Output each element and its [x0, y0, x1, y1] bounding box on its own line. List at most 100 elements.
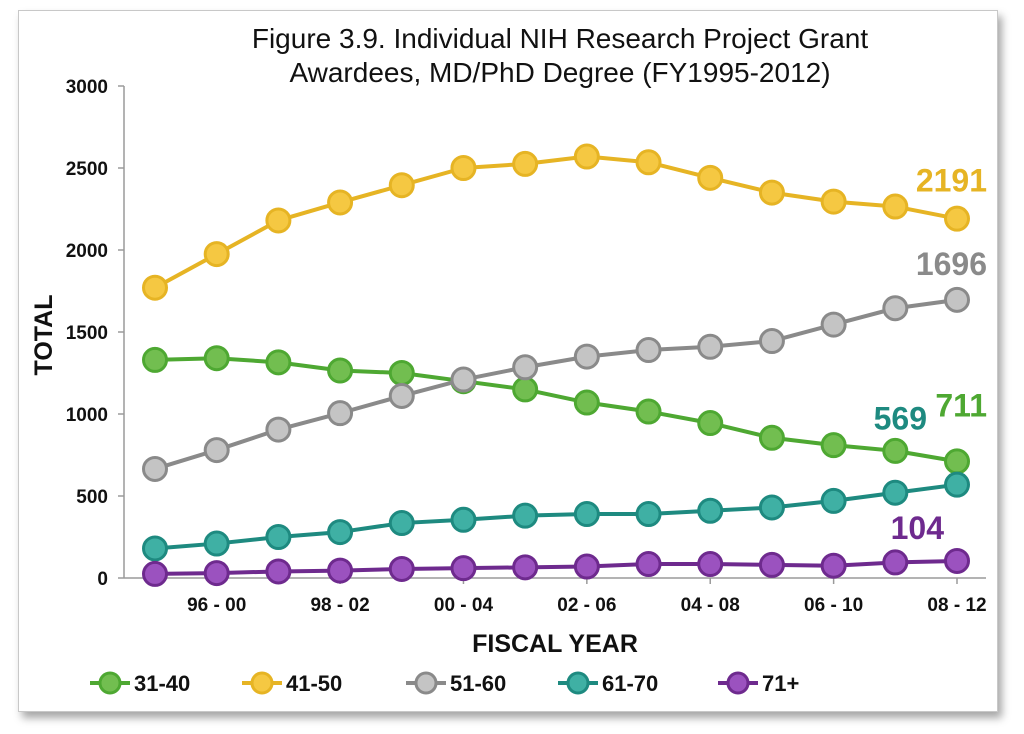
data-point: [388, 360, 415, 386]
data-point: [265, 558, 292, 585]
end-label-51-60: 1696: [916, 246, 987, 282]
data-point: [697, 333, 724, 360]
data-point: [450, 555, 477, 582]
legend-item-51-60: 51-60: [406, 671, 506, 696]
x-tick-label: 00 - 04: [434, 595, 494, 616]
x-tick-label: 96 - 00: [187, 595, 246, 616]
data-point: [203, 437, 230, 464]
data-point: [203, 560, 230, 587]
data-point: [265, 207, 292, 234]
legend-label: 61-70: [602, 671, 658, 696]
legend-item-41-50: 41-50: [242, 671, 342, 696]
data-point: [142, 455, 168, 482]
end-label-71+: 104: [891, 510, 945, 546]
data-point: [635, 149, 662, 176]
data-point: [573, 553, 600, 580]
data-point: [388, 382, 415, 409]
data-point: [142, 346, 168, 373]
data-point: [327, 400, 354, 427]
legend-marker: [250, 671, 274, 695]
data-point: [142, 560, 168, 587]
data-point: [944, 547, 970, 574]
data-point: [697, 551, 724, 578]
data-point: [512, 502, 539, 529]
data-point: [758, 494, 785, 521]
y-tick-label: 1000: [66, 405, 108, 426]
data-point: [944, 205, 970, 232]
series-31-40: [142, 345, 970, 475]
data-point: [327, 189, 354, 216]
title-line: Figure 3.9. Individual NIH Research Proj…: [252, 23, 868, 54]
data-point: [820, 487, 847, 514]
x-tick-label: 06 - 10: [804, 595, 863, 616]
x-axis-label: FISCAL YEAR: [472, 630, 638, 658]
legend-marker: [566, 671, 590, 695]
data-point: [327, 519, 354, 546]
data-point: [758, 551, 785, 578]
end-label-61-70: 569: [874, 401, 927, 437]
series-51-60: [142, 286, 970, 482]
legend-label: 31-40: [134, 671, 190, 696]
legend: 31-40 41-50 51-60 61-70 71+: [90, 671, 799, 696]
legend-label: 71+: [762, 671, 799, 696]
data-point: [512, 150, 539, 177]
legend-marker: [414, 671, 438, 695]
data-point: [573, 389, 600, 416]
legend-item-61-70: 61-70: [558, 671, 658, 696]
data-point: [142, 535, 168, 562]
series-41-50: [142, 143, 970, 301]
legend-marker: [98, 671, 122, 695]
data-point: [573, 343, 600, 370]
data-point: [573, 501, 600, 528]
legend-label: 41-50: [286, 671, 342, 696]
data-point: [820, 188, 847, 215]
data-point: [820, 432, 847, 459]
x-tick-label: 02 - 06: [557, 595, 616, 616]
data-point: [882, 437, 909, 464]
y-tick-label: 3000: [66, 77, 108, 98]
data-point: [388, 510, 415, 537]
title-line: Awardees, MD/PhD Degree (FY1995-2012): [289, 57, 830, 88]
data-point: [635, 501, 662, 528]
legend-item-71+: 71+: [718, 671, 799, 696]
data-point: [944, 286, 970, 313]
data-point: [820, 552, 847, 579]
legend-marker: [726, 671, 750, 695]
data-point: [820, 311, 847, 338]
data-point: [388, 172, 415, 199]
data-point: [882, 193, 909, 220]
y-tick-label: 0: [97, 569, 108, 590]
x-tick-label: 98 - 02: [310, 595, 369, 616]
series-61-70: [142, 471, 970, 562]
data-point: [512, 554, 539, 581]
data-point: [265, 349, 292, 376]
data-point: [697, 497, 724, 524]
data-point: [758, 179, 785, 206]
data-point: [450, 155, 477, 181]
data-point: [882, 549, 909, 576]
data-point: [758, 328, 785, 355]
data-point: [327, 357, 354, 384]
y-tick-label: 2000: [66, 241, 108, 262]
data-point: [203, 345, 230, 372]
y-tick-label: 2500: [66, 159, 108, 180]
end-label-41-50: 2191: [916, 163, 987, 199]
x-tick-label: 08 - 12: [927, 595, 986, 616]
data-point: [635, 337, 662, 364]
series-71+: [142, 547, 970, 587]
data-point: [882, 295, 909, 322]
y-axis-label: TOTAL: [30, 294, 58, 375]
data-point: [265, 416, 292, 443]
data-point: [573, 143, 600, 170]
chart-title: Figure 3.9. Individual NIH Research Proj…: [252, 23, 868, 88]
data-point: [512, 376, 539, 403]
data-point: [697, 164, 724, 191]
end-labels: 711 2191 1696 569 104: [874, 163, 987, 546]
legend-item-31-40: 31-40: [90, 671, 190, 696]
series-layer: [142, 143, 970, 587]
data-point: [327, 557, 354, 584]
data-point: [450, 506, 477, 533]
data-point: [203, 241, 230, 268]
data-point: [697, 410, 724, 437]
